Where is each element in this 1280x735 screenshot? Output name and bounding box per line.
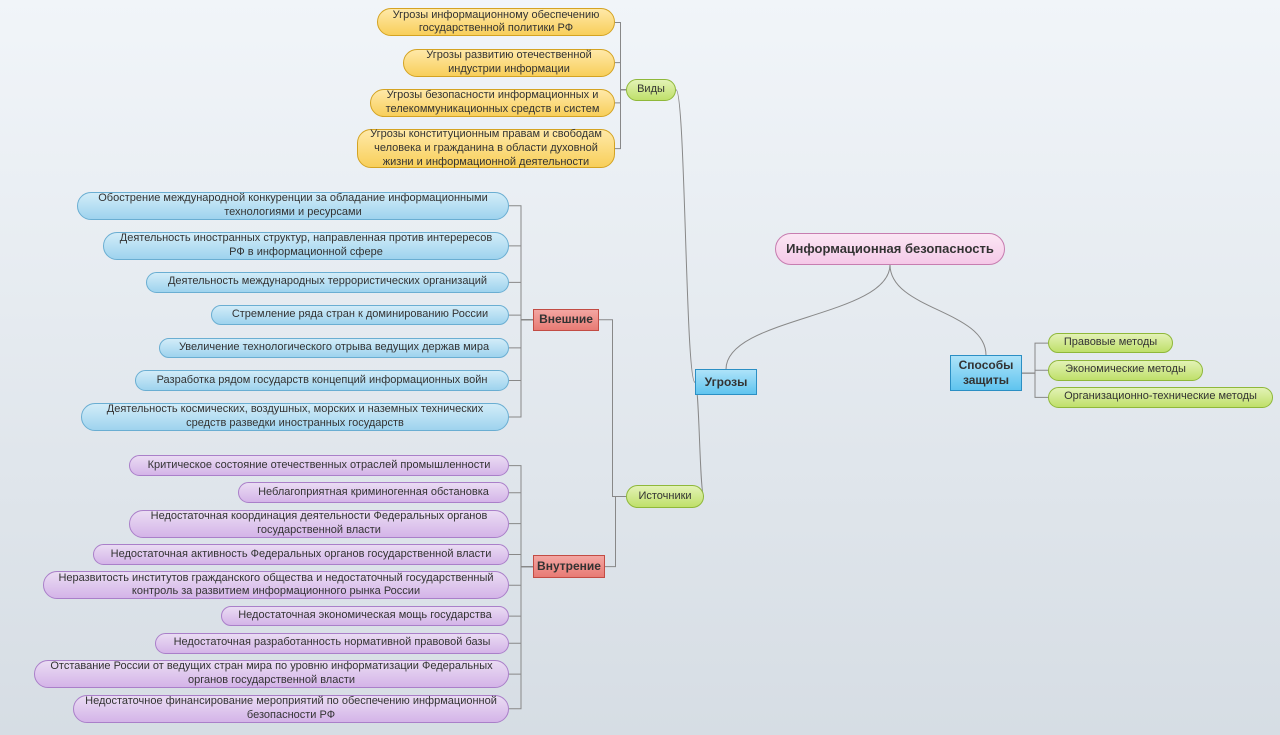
node-e4: Стремление ряда стран к доминированию Ро… — [211, 305, 509, 326]
node-e2: Деятельность иностранных структур, напра… — [103, 232, 509, 260]
edge-intn-i4 — [509, 554, 533, 566]
edge-ext-e7 — [509, 320, 533, 417]
edge-ext-e4 — [509, 315, 533, 320]
node-i3: Недостаточная координация деятельности Ф… — [129, 510, 509, 538]
node-e5: Увеличение технологического отрыва ведущ… — [159, 338, 509, 359]
edge-root-sposob — [890, 265, 986, 356]
node-m2: Экономические методы — [1048, 360, 1203, 381]
node-i2: Неблагоприятная криминогенная обстановка — [238, 482, 509, 503]
edge-sposob-m1 — [1022, 343, 1048, 373]
node-e7: Деятельность космических, воздушных, мор… — [81, 403, 509, 431]
node-v2: Угрозы развитию отечественной индустрии … — [403, 49, 615, 77]
edge-root-ugrozy — [726, 265, 890, 370]
node-v4: Угрозы конституционным правам и свободам… — [357, 129, 615, 168]
node-sposob: Способы защиты — [950, 355, 1022, 391]
edge-ugrozy-vidy — [676, 90, 695, 383]
node-i6: Недостаточная экономическая мощь государ… — [221, 606, 509, 627]
edge-vidy-v2 — [615, 63, 626, 90]
node-root: Информационная безопасность — [775, 233, 1005, 265]
node-m1: Правовые методы — [1048, 333, 1173, 354]
node-e3: Деятельность международных террористичес… — [146, 272, 509, 293]
edge-vidy-v4 — [615, 90, 626, 149]
node-m3: Организационно-технические методы — [1048, 387, 1273, 408]
node-vidy: Виды — [626, 79, 676, 101]
node-i7: Недостаточная разработанность нормативно… — [155, 633, 509, 654]
node-i9: Недостаточное финансирование мероприятий… — [73, 695, 509, 723]
edge-ext-e3 — [509, 282, 533, 319]
node-i5: Неразвитость институтов гражданского общ… — [43, 571, 509, 599]
node-istoch: Источники — [626, 485, 704, 507]
node-v1: Угрозы информационному обеспечению госуд… — [377, 8, 615, 36]
node-ext: Внешние — [533, 309, 599, 331]
node-e6: Разработка рядом государств концепций ин… — [135, 370, 509, 391]
node-e1: Обострение международной конкуренции за … — [77, 192, 509, 220]
node-i8: Отставание России от ведущих стран мира … — [34, 660, 509, 688]
node-intn: Внутрение — [533, 555, 605, 577]
edge-sposob-m3 — [1022, 373, 1048, 397]
edge-intn-i9 — [509, 567, 533, 709]
node-i1: Критическое состояние отечественных отра… — [129, 455, 509, 476]
edge-ugrozy-istoch — [695, 382, 704, 496]
edge-istoch-ext — [599, 320, 626, 497]
node-i4: Недостаточная активность Федеральных орг… — [93, 544, 509, 565]
node-v3: Угрозы безопасности информационных и тел… — [370, 89, 615, 117]
edge-istoch-intn — [605, 496, 626, 566]
node-ugrozy: Угрозы — [695, 369, 757, 395]
